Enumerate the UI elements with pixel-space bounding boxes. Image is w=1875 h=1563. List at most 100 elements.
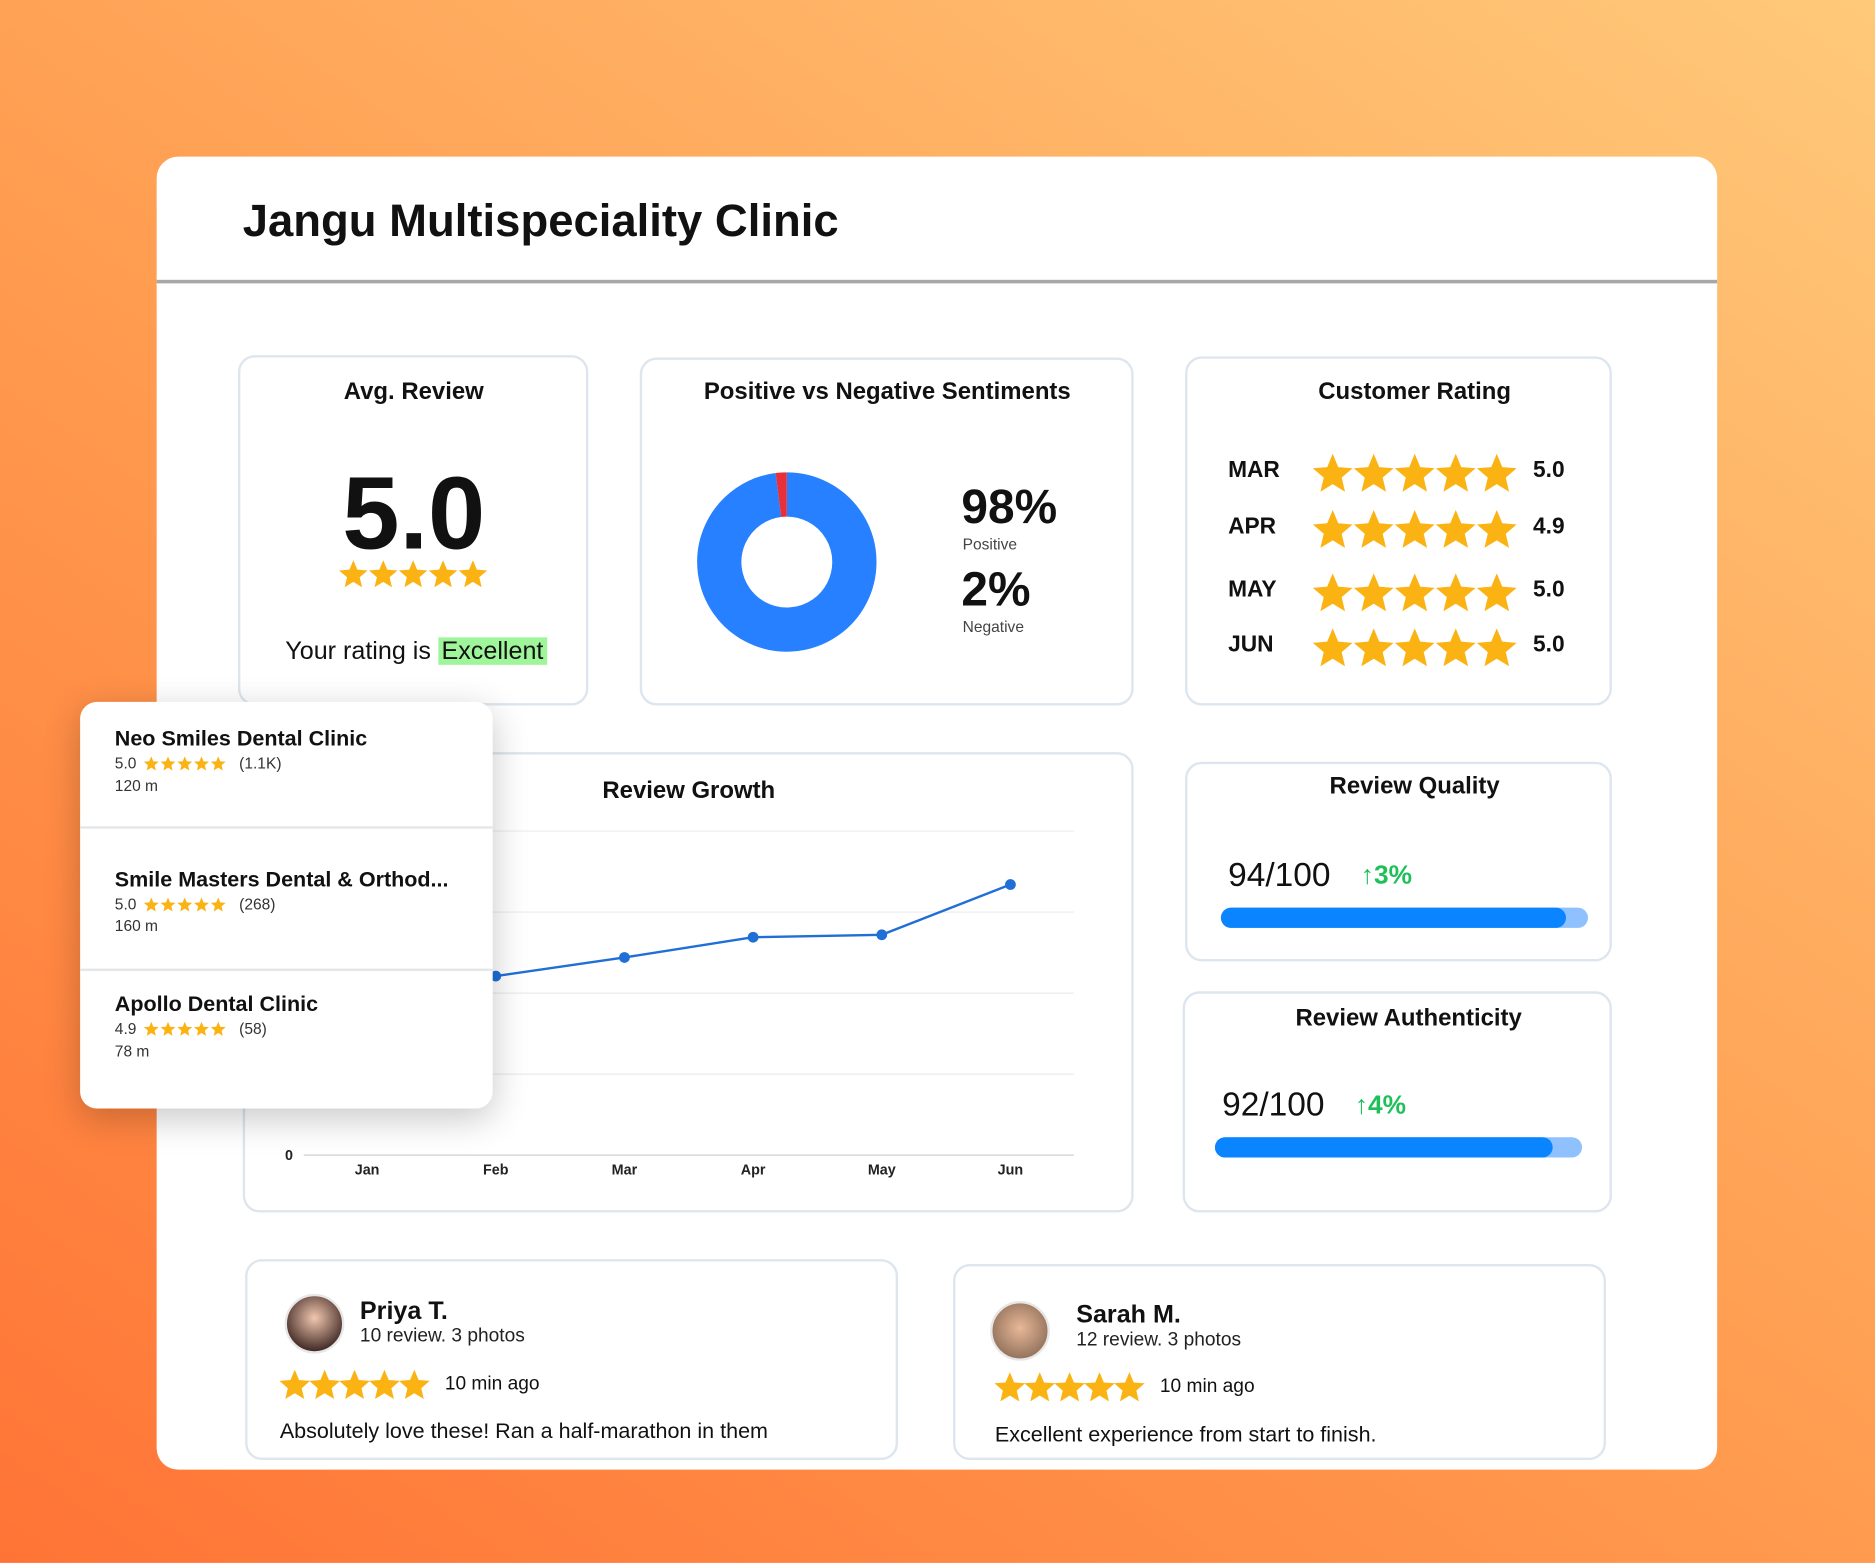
- clinic-distance: 78 m: [114, 1042, 150, 1061]
- clinic-distance: 160 m: [114, 916, 159, 935]
- reviewer-meta: 10 review. 3 photos: [359, 1326, 525, 1347]
- clinic-rating: 5.0: [114, 753, 137, 772]
- month-label: MAY: [1228, 577, 1277, 603]
- rating-value: 5.0: [1533, 577, 1565, 603]
- star: [1435, 628, 1476, 667]
- star: [1312, 453, 1353, 492]
- star: [1394, 573, 1435, 612]
- star: [177, 897, 193, 912]
- star: [143, 1021, 159, 1036]
- panel-title: Review Authenticity: [1295, 1005, 1522, 1032]
- star: [309, 1369, 340, 1399]
- star: [210, 1021, 226, 1036]
- star: [1394, 510, 1435, 548]
- point: [1005, 879, 1016, 890]
- rating-label: Excellent: [437, 637, 547, 665]
- star: [339, 560, 368, 588]
- divider: [80, 968, 493, 971]
- panel-title: Review Quality: [1329, 773, 1500, 800]
- star: [1312, 573, 1353, 612]
- star: [194, 1021, 209, 1036]
- change: ↑4%: [1354, 1089, 1407, 1120]
- legend-label: Negative: [962, 617, 1024, 636]
- star: [160, 897, 176, 912]
- star: [1476, 453, 1517, 492]
- clinic-count: (58): [239, 1019, 267, 1038]
- star: [1394, 628, 1435, 667]
- value-label: 2%: [961, 563, 1031, 617]
- star: [428, 560, 458, 588]
- clinic-list-card: Neo Smiles Dental Clinic 5.0 (1.1K) 120 m Sm…: [80, 701, 493, 1109]
- star: [1114, 1372, 1145, 1402]
- panel-title: Positive vs Negative Sentiments: [703, 378, 1071, 405]
- star: [339, 1369, 370, 1399]
- change: ↑3%: [1360, 859, 1412, 890]
- star: [1084, 1372, 1115, 1402]
- avatar: [284, 1293, 345, 1354]
- progress-bar: [1220, 907, 1566, 928]
- star: [1476, 628, 1517, 667]
- month-label: MAR: [1228, 457, 1280, 484]
- x-tick-label: Apr: [741, 1162, 766, 1178]
- score: 94/100: [1228, 856, 1331, 894]
- clinic-count: (1.1K): [239, 753, 282, 772]
- review-card: [953, 1263, 1606, 1461]
- progress-bar: [1214, 1137, 1553, 1158]
- panel-title: Avg. Review: [343, 378, 484, 405]
- review-time: 10 min ago: [1159, 1376, 1255, 1397]
- review-text: Excellent experience from start to finis…: [994, 1422, 1377, 1447]
- graphics: [143, 756, 226, 1036]
- star: [143, 756, 159, 771]
- divider: [156, 279, 1718, 284]
- star: [1476, 510, 1517, 548]
- star: [994, 1372, 1026, 1402]
- star: [369, 560, 398, 588]
- star: [1312, 510, 1353, 548]
- month-label: APR: [1228, 514, 1277, 540]
- avg-value: 5.0: [342, 456, 486, 571]
- star: [279, 1369, 311, 1399]
- star: [1435, 573, 1476, 612]
- panel-title: Customer Rating: [1318, 378, 1511, 405]
- legend-label: Positive: [962, 535, 1018, 554]
- point: [619, 952, 630, 963]
- y-tick-label: 0: [285, 1148, 293, 1164]
- star: [210, 897, 226, 912]
- point: [747, 931, 759, 943]
- divider: [80, 826, 493, 829]
- avatar: [990, 1301, 1050, 1361]
- star: [1435, 453, 1476, 492]
- star: [1435, 510, 1476, 548]
- star: [194, 897, 209, 912]
- point: [876, 929, 888, 941]
- x-tick-label: Jun: [998, 1162, 1023, 1178]
- star: [160, 1021, 176, 1036]
- month-label: JUN: [1228, 632, 1274, 658]
- x-tick-label: Feb: [483, 1162, 509, 1178]
- score: 92/100: [1222, 1085, 1325, 1123]
- rating-text: Your rating is: [285, 637, 431, 665]
- star: [1353, 453, 1394, 492]
- donut-slice: [775, 472, 788, 517]
- star: [1312, 628, 1353, 667]
- page-title: Jangu Multispeciality Clinic: [242, 196, 839, 247]
- reviewer-meta: 12 review. 3 photos: [1076, 1329, 1242, 1351]
- reviewer-name: Priya T.: [359, 1297, 448, 1325]
- star: [177, 1021, 193, 1036]
- rating-value: 5.0: [1533, 457, 1565, 484]
- clinic-rating: 5.0: [114, 895, 137, 913]
- rating-line: Your rating is Excellent: [285, 637, 547, 666]
- star: [1353, 628, 1394, 667]
- star: [194, 756, 209, 771]
- review-card: [245, 1259, 899, 1461]
- review-quality-panel: [1185, 761, 1612, 962]
- review-time: 10 min ago: [444, 1373, 540, 1395]
- star: [1024, 1372, 1056, 1402]
- star: [1476, 573, 1517, 612]
- star: [210, 756, 226, 771]
- star: [177, 756, 193, 771]
- star: [458, 560, 488, 588]
- donut-slice: [697, 472, 877, 652]
